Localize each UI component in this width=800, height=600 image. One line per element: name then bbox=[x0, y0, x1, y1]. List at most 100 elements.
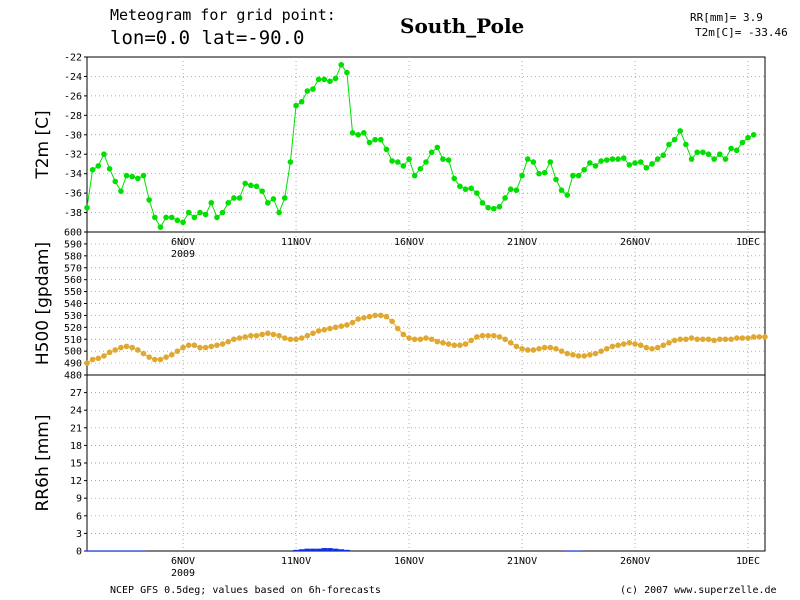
h500-data-point bbox=[558, 348, 565, 354]
rr6h-x-tick-label: 26NOV bbox=[620, 556, 650, 567]
rr6h-bar bbox=[112, 550, 119, 551]
rr6h-bar bbox=[118, 550, 124, 551]
t2m-data-point bbox=[649, 161, 655, 167]
t2m-data-point bbox=[700, 149, 706, 156]
h500-y-tick-label: 570 bbox=[64, 263, 82, 274]
h500-data-point bbox=[643, 344, 650, 351]
h500-data-point bbox=[129, 344, 135, 351]
h500-data-point bbox=[694, 336, 700, 343]
h500-y-tick-label: 520 bbox=[64, 323, 82, 334]
t2m-y-tick-label: -34 bbox=[64, 169, 82, 180]
t2m-data-point bbox=[445, 157, 452, 163]
rr6h-y-tick-label: 3 bbox=[76, 529, 82, 540]
t2m-data-point bbox=[361, 130, 367, 136]
t2m-readout: T2m[C]= -33.46 bbox=[695, 26, 788, 39]
rr6h-bar bbox=[135, 550, 141, 551]
h500-data-point bbox=[750, 334, 757, 340]
h500-data-point bbox=[575, 353, 582, 359]
t2m-data-point bbox=[236, 195, 243, 201]
rr6h-y-axis-label: RR6h [mm] bbox=[33, 414, 53, 511]
t2m-data-point bbox=[400, 163, 407, 169]
t2m-x-year-label: 2009 bbox=[171, 249, 195, 260]
t2m-data-point bbox=[389, 158, 395, 164]
h500-data-point bbox=[265, 330, 271, 337]
h500-data-point bbox=[304, 332, 311, 339]
h500-data-point bbox=[378, 312, 384, 319]
h500-data-point bbox=[146, 354, 152, 360]
rr6h-y-tick-label: 15 bbox=[70, 459, 82, 470]
t2m-data-point bbox=[191, 214, 198, 221]
t2m-data-point bbox=[372, 136, 378, 143]
t2m-data-point bbox=[270, 196, 277, 202]
rr6h-bar bbox=[344, 549, 350, 551]
h500-data-point bbox=[394, 325, 401, 332]
h500-data-point bbox=[106, 349, 113, 356]
t2m-data-point bbox=[383, 146, 390, 153]
h500-data-point bbox=[338, 323, 345, 329]
h500-data-point bbox=[191, 342, 198, 349]
t2m-data-point bbox=[106, 166, 113, 172]
h500-data-point bbox=[524, 347, 531, 353]
rr6h-bar bbox=[332, 548, 339, 551]
t2m-data-point bbox=[440, 156, 446, 162]
t2m-data-point bbox=[728, 145, 734, 152]
h500-data-point bbox=[671, 337, 678, 344]
h500-data-point bbox=[536, 345, 542, 352]
h500-y-tick-label: 500 bbox=[64, 347, 82, 358]
t2m-data-point bbox=[180, 219, 186, 226]
h500-data-point bbox=[677, 336, 684, 343]
h500-y-tick-label: 530 bbox=[64, 311, 82, 322]
h500-data-point bbox=[152, 356, 158, 363]
h500-data-point bbox=[236, 335, 243, 341]
h500-data-point bbox=[604, 345, 610, 352]
rr6h-bar bbox=[321, 548, 328, 551]
h500-data-point bbox=[84, 360, 90, 366]
t2m-data-point bbox=[168, 214, 175, 221]
h500-data-point bbox=[389, 318, 395, 325]
t2m-data-point bbox=[609, 156, 616, 162]
rr6h-x-tick-label: 1DEC bbox=[736, 556, 760, 567]
t2m-data-point bbox=[242, 180, 248, 187]
t2m-data-point bbox=[231, 195, 237, 201]
t2m-data-point bbox=[587, 160, 593, 166]
rr6h-y-tick-label: 18 bbox=[70, 441, 82, 452]
h500-data-point bbox=[225, 338, 232, 345]
rr6h-x-tick-label: 16NOV bbox=[394, 556, 424, 567]
t2m-data-point bbox=[197, 209, 203, 216]
t2m-data-point bbox=[163, 214, 169, 221]
rr6h-bar bbox=[140, 550, 147, 551]
h500-data-point bbox=[762, 334, 768, 340]
h500-data-point bbox=[197, 344, 203, 351]
h500-data-point bbox=[406, 335, 412, 341]
t2m-data-point bbox=[745, 134, 751, 141]
h500-data-point bbox=[140, 350, 147, 357]
t2m-data-point bbox=[378, 136, 384, 143]
rr6h-x-year-label: 2009 bbox=[171, 568, 195, 579]
h500-data-point bbox=[553, 345, 559, 352]
t2m-data-point bbox=[89, 166, 96, 173]
h500-data-point bbox=[287, 336, 294, 343]
t2m-data-point bbox=[253, 183, 260, 190]
h500-data-point bbox=[411, 336, 418, 343]
h500-data-point bbox=[214, 342, 220, 349]
h500-data-point bbox=[440, 340, 446, 346]
t2m-panel-frame bbox=[86, 56, 766, 233]
h500-data-point bbox=[745, 335, 751, 341]
h500-data-point bbox=[174, 348, 181, 354]
h500-data-point bbox=[355, 316, 362, 322]
h500-data-point bbox=[474, 334, 480, 340]
t2m-y-tick-label: -26 bbox=[64, 91, 82, 102]
t2m-data-point bbox=[491, 205, 497, 212]
h500-data-point bbox=[89, 356, 96, 363]
h500-data-point bbox=[620, 341, 627, 347]
rr6h-x-tick-label: 6NOV bbox=[171, 556, 195, 567]
h500-data-point bbox=[711, 337, 717, 344]
t2m-data-point bbox=[637, 159, 644, 165]
h500-data-point bbox=[660, 342, 667, 349]
t2m-data-point bbox=[281, 195, 288, 201]
t2m-x-tick-label: 1DEC bbox=[736, 237, 760, 248]
rr6h-bar bbox=[106, 550, 113, 551]
h500-data-point bbox=[315, 328, 322, 334]
t2m-data-point bbox=[152, 214, 158, 221]
h500-data-point bbox=[683, 336, 689, 343]
